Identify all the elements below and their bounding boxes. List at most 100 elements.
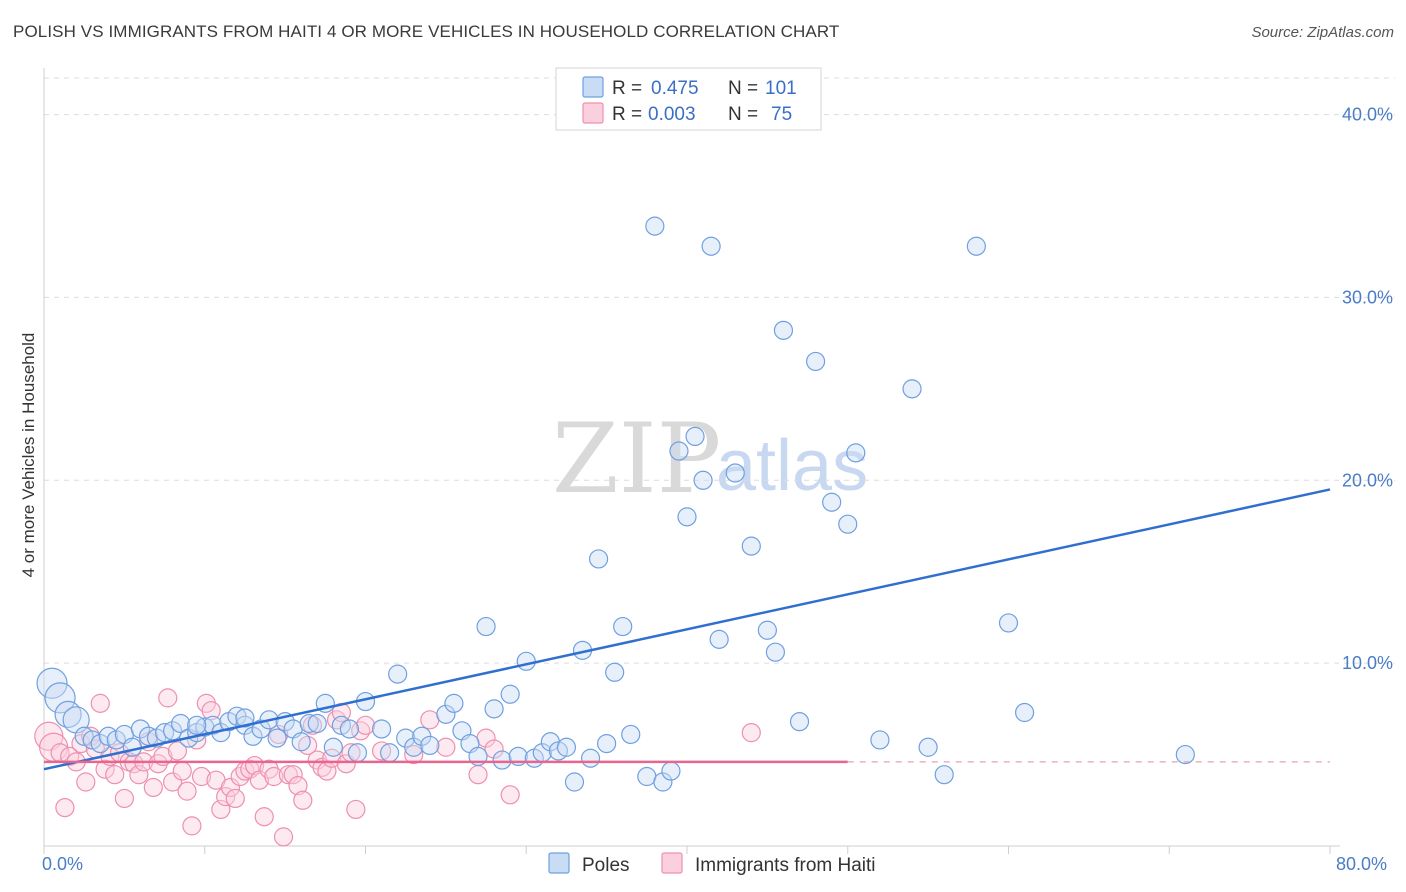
series-poles-points [36, 216, 1195, 792]
legend-swatch-poles [582, 76, 604, 98]
x-tick-marks [43, 846, 1331, 854]
poles-point [243, 726, 263, 746]
poles-point [846, 443, 866, 463]
haiti-point [211, 799, 231, 820]
poles-point [388, 664, 408, 684]
poles-point [36, 667, 68, 699]
chart-title: POLISH VS IMMIGRANTS FROM HAITI 4 OR MOR… [13, 22, 840, 41]
haiti-point [436, 737, 456, 757]
haiti-point [201, 701, 221, 721]
legend-n-haiti: 75 [771, 104, 792, 125]
poles-point [789, 712, 810, 732]
haiti-point [163, 772, 183, 792]
poles-point [163, 721, 183, 741]
haiti-point [346, 799, 366, 820]
poles-point [918, 737, 938, 757]
poles-point [267, 728, 287, 748]
haiti-point [355, 715, 376, 735]
x-tick-label-min: 0.0% [42, 854, 83, 874]
poles-point [741, 536, 761, 556]
haiti-point [468, 765, 488, 785]
haiti-point [273, 827, 294, 847]
poles-point [444, 693, 464, 713]
poles-point [339, 719, 360, 739]
poles-point [235, 708, 255, 728]
haiti-point [177, 781, 197, 801]
haiti-point [129, 765, 149, 785]
haiti-point [420, 710, 440, 730]
grid-lines [44, 77, 1395, 664]
poles-point [998, 613, 1019, 633]
legend-r-label-haiti: R = [612, 104, 642, 125]
bottom-legend-haiti: Immigrants from Haiti [695, 855, 876, 876]
legend-r-label-poles: R = [612, 78, 642, 99]
poles-point [371, 719, 392, 739]
poles-point [838, 514, 858, 534]
haiti-point [225, 788, 245, 809]
legend-n-poles: 101 [765, 78, 797, 99]
haiti-point [741, 723, 761, 743]
haiti-point [76, 772, 96, 792]
poles-point [500, 684, 520, 704]
y-tick-label: 40.0% [1342, 105, 1393, 125]
legend-swatch-haiti [582, 102, 604, 124]
poles-point [934, 765, 954, 785]
poles-point [154, 723, 175, 743]
haiti-point [114, 788, 134, 809]
haiti-point [254, 807, 274, 827]
haiti-point [278, 765, 298, 785]
poles-point [299, 713, 319, 734]
poles-point [773, 320, 794, 340]
poles-point [822, 492, 842, 512]
poles-point [765, 642, 786, 662]
haiti-point [371, 741, 392, 761]
haiti-point [283, 765, 303, 785]
poles-point [580, 748, 601, 768]
poles-point [171, 713, 191, 734]
bottom-legend-swatch-poles [548, 852, 570, 874]
poles-point [701, 236, 721, 256]
haiti-point [158, 688, 178, 708]
haiti-point [182, 816, 202, 836]
haiti-point [90, 693, 110, 713]
y-axis-label: 4 or more Vehicles in Household [19, 333, 38, 578]
poles-point [420, 735, 440, 756]
poles-point [122, 737, 143, 757]
poles-point [677, 507, 697, 527]
poles-point [621, 724, 641, 745]
poles-point [564, 772, 585, 792]
poles-point [130, 719, 151, 739]
poles-point [588, 549, 609, 569]
haiti-point [404, 744, 424, 765]
haiti-point [105, 765, 125, 785]
poles-point [597, 733, 617, 754]
legend-r-poles: 0.475 [651, 78, 699, 99]
haiti-point [143, 777, 163, 798]
poles-point [870, 730, 890, 750]
poles-point [613, 616, 633, 637]
haiti-point [288, 776, 308, 796]
haiti-point [249, 770, 270, 790]
poles-point [90, 733, 110, 754]
poles-point [476, 616, 496, 637]
y-tick-label: 30.0% [1342, 287, 1393, 307]
poles-point [661, 761, 681, 781]
poles-point [1175, 744, 1195, 765]
y-tick-labels: 10.0% 20.0% 30.0% 40.0% [1342, 105, 1393, 674]
haiti-point [298, 735, 318, 756]
poles-point [725, 463, 745, 483]
haiti-point [55, 797, 75, 818]
legend-n-label-haiti: N = [728, 104, 758, 125]
poles-point [653, 772, 673, 792]
x-tick-label-max: 80.0% [1336, 854, 1387, 874]
series-haiti-points [34, 688, 761, 847]
poles-point [44, 682, 76, 714]
poles-point [187, 715, 207, 735]
haiti-point [500, 785, 520, 805]
haiti-point [124, 754, 144, 774]
haiti-point [293, 790, 313, 810]
poles-point [1014, 702, 1035, 723]
poles-point [516, 651, 536, 671]
poles-point [380, 743, 400, 763]
